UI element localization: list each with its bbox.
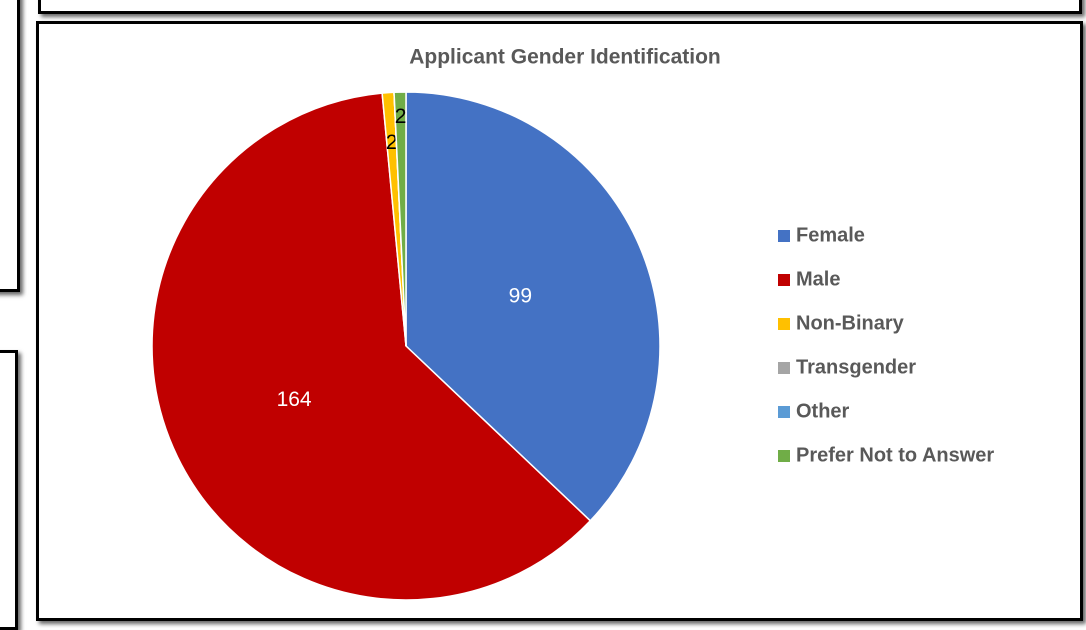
chart: Applicant Gender Identification 99 164 2 2 F… — [151, 46, 994, 601]
panel-frame — [38, 0, 1082, 14]
legend-label: Female — [796, 224, 865, 246]
chart-title: Applicant Gender Identification — [409, 46, 721, 69]
legend-label: Male — [796, 268, 840, 290]
legend-swatch — [778, 362, 790, 374]
pie-slice — [151, 92, 592, 601]
legend-swatch — [778, 230, 790, 242]
legend-label: Other — [796, 400, 850, 422]
legend-label: Transgender — [796, 356, 916, 378]
pie-slice — [393, 91, 407, 347]
legend-label: Prefer Not to Answer — [796, 444, 994, 466]
legend-swatch — [778, 318, 790, 330]
data-label: 2 — [395, 105, 407, 128]
legend-swatch — [778, 274, 790, 286]
panel-frame — [0, 0, 20, 292]
panel-frame — [0, 350, 18, 630]
legend-label: Non-Binary — [796, 312, 905, 334]
data-label: 2 — [386, 131, 398, 154]
legend-swatch — [778, 406, 790, 418]
data-label: 99 — [509, 284, 532, 307]
legend-swatch — [778, 450, 790, 462]
data-label: 164 — [277, 388, 312, 411]
pie-slice — [405, 91, 661, 522]
